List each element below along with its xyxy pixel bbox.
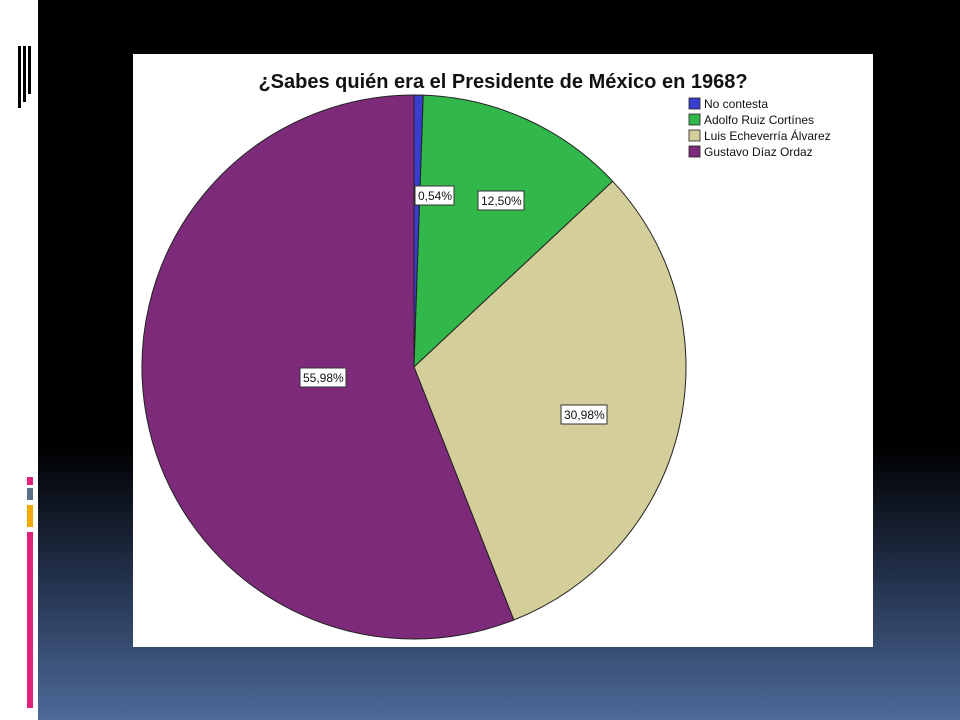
pie-chart: ¿Sabes quién era el Presidente de México… <box>141 71 831 640</box>
legend-swatch <box>688 97 701 110</box>
legend-item: Adolfo Ruiz Cortínes <box>688 113 814 127</box>
chart-title: ¿Sabes quién era el Presidente de México… <box>258 71 747 93</box>
svg-text:0,54%: 0,54% <box>418 189 452 203</box>
legend-swatch <box>688 145 701 158</box>
legend-item: Luis Echeverría Álvarez <box>688 128 831 143</box>
slide-accent-pink <box>27 477 33 485</box>
legend-swatch <box>688 129 701 142</box>
legend-item: No contesta <box>688 97 768 111</box>
slice-value-label: 30,98% <box>560 404 608 425</box>
legend-label: Gustavo Díaz Ordaz <box>704 145 813 159</box>
svg-text:30,98%: 30,98% <box>564 408 605 422</box>
pie-slice <box>413 94 614 369</box>
legend-item: Gustavo Díaz Ordaz <box>688 145 813 159</box>
legend-label: Adolfo Ruiz Cortínes <box>704 113 814 127</box>
pie-slice <box>141 94 515 640</box>
legend-label: No contesta <box>704 97 768 111</box>
slice-value-label: 12,50% <box>477 190 525 211</box>
slide-accent-pink-bar <box>27 532 33 708</box>
svg-text:12,50%: 12,50% <box>481 194 522 208</box>
slide-accent-orange <box>27 505 33 527</box>
slice-value-label: 55,98% <box>299 367 347 388</box>
svg-text:55,98%: 55,98% <box>303 371 344 385</box>
slice-value-label: 0,54% <box>414 185 455 206</box>
pie-slice <box>413 180 687 621</box>
legend-swatch <box>688 113 701 126</box>
chart-panel: ¿Sabes quién era el Presidente de México… <box>133 54 873 647</box>
legend-label: Luis Echeverría Álvarez <box>704 128 831 143</box>
slide-accent-gray <box>27 488 33 500</box>
